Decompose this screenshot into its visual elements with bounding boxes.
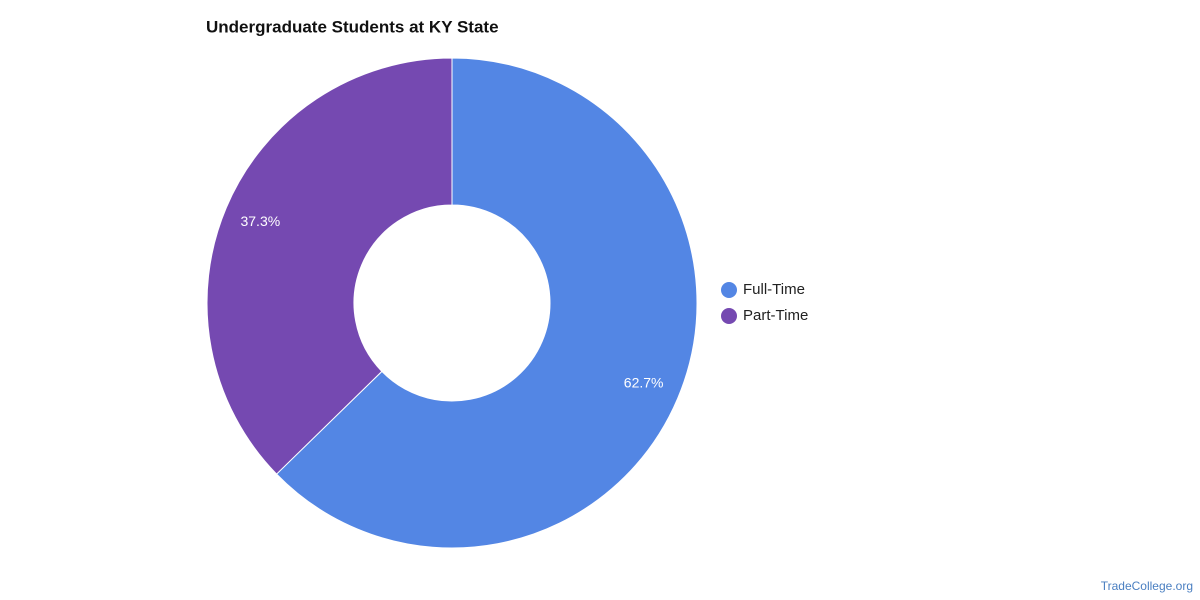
chart-title: Undergraduate Students at KY State	[206, 17, 499, 36]
donut-slice	[206, 57, 453, 475]
value-label: 37.3%	[240, 213, 280, 229]
donut-slice	[275, 57, 698, 549]
legend-label: Part-Time	[743, 307, 808, 324]
legend-label: Full-Time	[743, 281, 805, 298]
legend-marker	[721, 282, 737, 298]
legend-marker	[721, 308, 737, 324]
source: TradeCollege.org	[1101, 579, 1193, 593]
value-label: 62.7%	[624, 375, 664, 391]
